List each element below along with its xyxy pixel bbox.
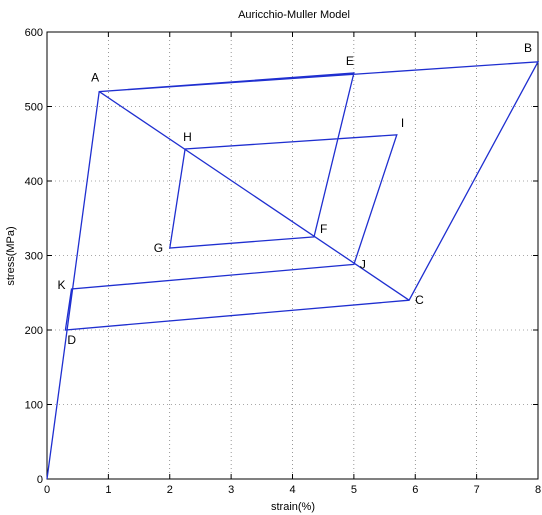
point-label-e: E [346, 54, 354, 68]
y-tick-label: 200 [25, 325, 43, 337]
x-tick-label: 0 [44, 484, 50, 496]
point-label-f: F [320, 222, 327, 236]
point-label-h: H [183, 130, 192, 144]
point-label-g: G [154, 241, 163, 255]
series-lines [46, 61, 540, 480]
x-tick-label: 3 [228, 484, 234, 496]
y-tick-label: 100 [25, 400, 43, 412]
point-label-a: A [91, 71, 99, 85]
x-tick-label: 7 [474, 484, 480, 496]
x-tick-label: 1 [105, 484, 111, 496]
x-tick-label: 5 [351, 484, 357, 496]
point-label-j: J [360, 257, 366, 271]
point-label-i: I [401, 116, 404, 130]
x-tick-label: 4 [289, 484, 295, 496]
series-line-2 [98, 91, 410, 301]
grid [47, 32, 538, 479]
y-axis-ticks: 0 100 200 300 400 500 600 [25, 27, 538, 486]
y-tick-label: 0 [37, 474, 43, 486]
chart-title: Auricchio-Muller Model [238, 9, 350, 21]
x-tick-label: 6 [412, 484, 418, 496]
x-axis-ticks: 0 1 2 3 4 5 6 7 8 [44, 32, 541, 496]
point-label-d: D [67, 333, 76, 347]
plot-frame [46, 31, 539, 480]
point-label-b: B [524, 41, 532, 55]
y-tick-label: 300 [25, 251, 43, 263]
y-tick-label: 500 [25, 102, 43, 114]
y-axis-label: stress(MPa) [5, 226, 17, 285]
point-label-k: K [58, 278, 66, 292]
point-labels: A B C D E F G H I J K [58, 41, 532, 347]
y-tick-label: 400 [25, 176, 43, 188]
x-axis-label: strain(%) [271, 501, 315, 513]
x-tick-label: 2 [167, 484, 173, 496]
point-label-c: C [415, 293, 424, 307]
y-tick-label: 600 [25, 27, 43, 39]
x-tick-label: 8 [535, 484, 541, 496]
